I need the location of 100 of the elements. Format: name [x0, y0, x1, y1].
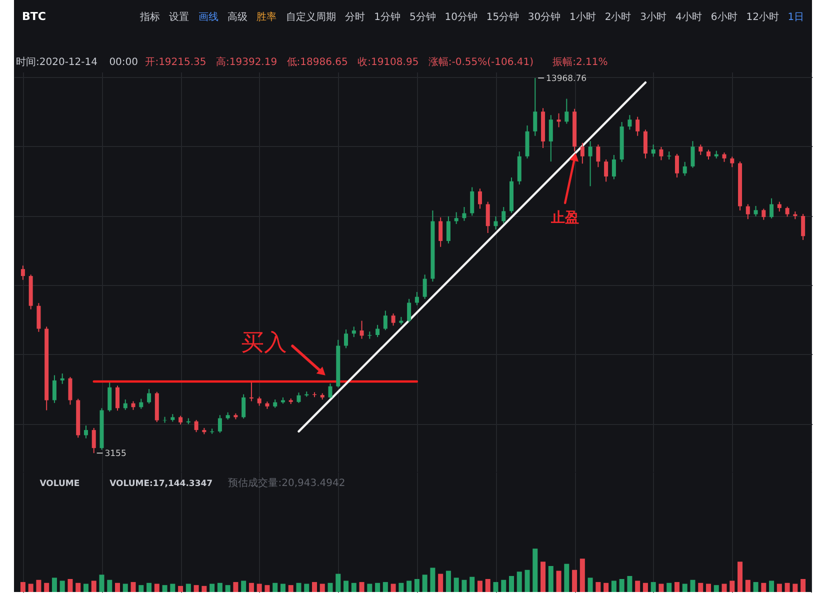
bar [68, 579, 73, 592]
candlestick [470, 186, 474, 216]
candlestick [454, 212, 458, 224]
bar [91, 580, 96, 592]
bar [698, 582, 704, 592]
bar [280, 584, 286, 592]
bar [170, 584, 176, 592]
candlestick [438, 216, 443, 248]
text: 胜率 [256, 11, 277, 23]
candlestick [407, 298, 412, 323]
bar [186, 584, 191, 592]
bar [501, 580, 506, 592]
candlestick [139, 398, 144, 410]
bar [477, 580, 482, 592]
bar [154, 584, 160, 592]
candlestick [36, 302, 41, 332]
bar [272, 582, 278, 592]
bar [572, 570, 578, 592]
bar [382, 582, 388, 592]
candlestick [422, 274, 427, 300]
candlestick [502, 206, 506, 224]
candlestick [68, 376, 72, 406]
bar [722, 584, 727, 592]
bar [304, 584, 310, 592]
candlestick [754, 205, 758, 217]
bar [264, 585, 270, 592]
bar [706, 584, 711, 592]
text: 30分钟 [528, 11, 561, 23]
candlestick [60, 372, 64, 384]
candlestick [391, 312, 396, 326]
candlestick [580, 142, 584, 164]
bar [202, 586, 207, 592]
bar [532, 548, 538, 592]
candlestick [628, 114, 632, 130]
text: 时间:2020-12-14 00:00 开:19215.35 高:19392.19 低:18986.65 收:19108.95 涨幅:-0.55%(-106.41) 振幅:2.11% [16, 57, 608, 68]
candlestick [533, 78, 538, 136]
bar [430, 568, 436, 592]
bar [414, 579, 420, 592]
bar [296, 582, 302, 592]
text: 高级 [227, 11, 248, 23]
candlestick [296, 392, 301, 404]
bar [60, 580, 65, 592]
candlestick [360, 320, 364, 340]
candlestick [20, 265, 25, 280]
text: VOLUME:17,144.3347 [110, 479, 213, 489]
bar [690, 580, 696, 592]
bar [28, 584, 34, 592]
candlestick [494, 216, 498, 230]
bar [650, 582, 656, 592]
candlestick [596, 144, 600, 168]
bar [761, 582, 766, 592]
text: 1小时 [569, 11, 596, 23]
bar [776, 584, 782, 592]
bar [446, 570, 451, 592]
candlestick [746, 204, 750, 220]
bar [493, 582, 498, 592]
bar [548, 566, 554, 592]
bar [390, 584, 396, 592]
bar [312, 582, 317, 592]
bar [454, 578, 459, 592]
candlestick [462, 206, 466, 222]
candlestick [636, 116, 640, 136]
bar [611, 580, 616, 592]
chart-title: VOLUME [40, 479, 80, 489]
candlestick [682, 161, 687, 176]
candlestick [762, 208, 766, 220]
bar [115, 582, 120, 592]
bar [800, 579, 806, 592]
candlestick [257, 396, 262, 406]
bar [438, 574, 444, 592]
text: 4小时 [676, 11, 702, 23]
candlestick [801, 213, 806, 240]
candlestick [651, 144, 656, 158]
bar [351, 582, 356, 592]
bar [556, 570, 562, 592]
candlestick [643, 129, 648, 159]
candlestick [242, 394, 246, 420]
bar [336, 574, 341, 592]
bar [792, 584, 798, 592]
candlestick [92, 427, 96, 454]
candlestick [777, 201, 782, 212]
bar [36, 580, 42, 592]
bar [359, 582, 364, 592]
bar [233, 582, 238, 592]
candlestick [328, 383, 332, 399]
bar [784, 582, 790, 592]
bar [20, 582, 26, 592]
bar [619, 579, 624, 592]
bar [107, 580, 112, 592]
bar [682, 584, 688, 592]
candlestick [123, 399, 128, 410]
bar [375, 582, 380, 592]
text: 5分钟 [409, 11, 436, 23]
bar [146, 582, 152, 592]
candlestick [147, 388, 152, 404]
candlestick [108, 382, 112, 412]
bar [256, 584, 262, 592]
bar [178, 586, 184, 592]
candlestick [486, 201, 490, 234]
candlestick [706, 149, 710, 160]
